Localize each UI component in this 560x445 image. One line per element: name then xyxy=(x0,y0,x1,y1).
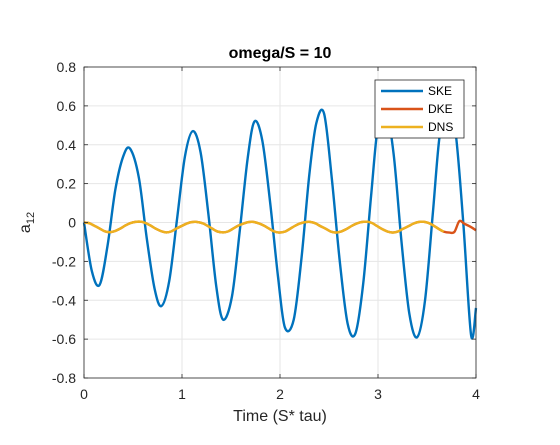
y-tick-label: -0.6 xyxy=(52,331,76,347)
legend-label-dke: DKE xyxy=(428,102,453,116)
y-axis-label-main: a xyxy=(17,224,34,233)
y-axis-label-subscript: 12 xyxy=(25,212,37,224)
ticks: 0 1 2 3 4 -0.8 -0.6 -0.4 -0.2 0 0.2 0.4 0.6 0.8 xyxy=(52,59,480,402)
x-tick-label: 0 xyxy=(80,386,88,402)
legend: SKE DKE DNS xyxy=(374,79,465,139)
x-axis-label: Time (S* tau) xyxy=(233,408,327,425)
y-tick-label: 0.6 xyxy=(57,98,77,114)
legend-label-ske: SKE xyxy=(428,84,452,98)
y-tick-label: 0.4 xyxy=(57,137,77,153)
y-tick-label: -0.2 xyxy=(52,253,76,269)
series-group xyxy=(82,104,478,340)
y-tick-label: 0.8 xyxy=(57,59,77,75)
legend-label-dns: DNS xyxy=(428,120,453,134)
chart-title: omega/S = 10 xyxy=(229,45,332,62)
x-tick-label: 2 xyxy=(276,386,284,402)
y-tick-label: 0 xyxy=(68,215,76,231)
x-tick-label: 3 xyxy=(374,386,382,402)
x-tick-label: 1 xyxy=(178,386,186,402)
y-tick-label: -0.8 xyxy=(52,370,76,386)
y-tick-label: 0.2 xyxy=(57,176,77,192)
x-tick-label: 4 xyxy=(472,386,480,402)
y-axis-label: a12 xyxy=(17,212,37,233)
series-line-ske xyxy=(82,104,478,340)
series-line-dns xyxy=(83,220,445,234)
y-tick-label: -0.4 xyxy=(52,292,76,308)
